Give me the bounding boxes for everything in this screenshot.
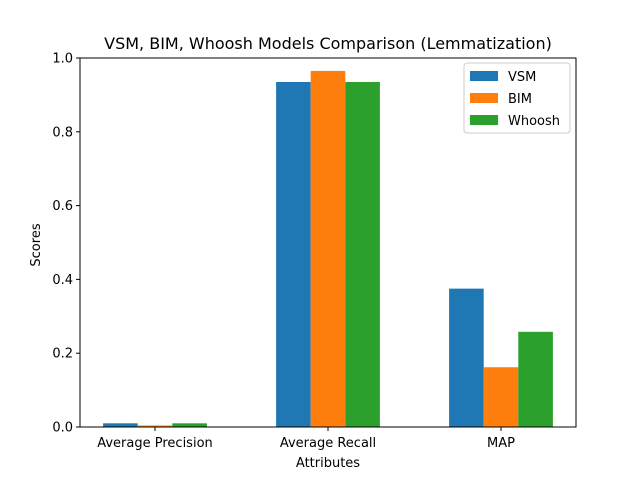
x-tick-label: Average Precision <box>97 436 213 451</box>
y-tick-label: 0.6 <box>52 199 73 214</box>
y-tick-label: 0.2 <box>52 347 73 362</box>
y-axis-label: Scores <box>29 223 44 266</box>
chart-title: VSM, BIM, Whoosh Models Comparison (Lemm… <box>104 34 552 53</box>
y-tick-label: 0.4 <box>52 273 73 288</box>
bar-bim-0 <box>137 425 173 427</box>
bar-bim-2 <box>483 367 519 427</box>
y-tick-label: 0.8 <box>52 125 73 140</box>
bar-vsm-2 <box>449 288 484 428</box>
y-tick-label: 1.0 <box>52 52 73 67</box>
legend-label-whoosh: Whoosh <box>508 114 560 129</box>
x-tick-label: Average Recall <box>280 436 376 451</box>
legend-label-vsm: VSM <box>508 70 536 85</box>
bar-whoosh-1 <box>345 81 380 427</box>
legend-swatch-bim <box>470 93 498 103</box>
bar-whoosh-2 <box>518 331 553 427</box>
bar-whoosh-0 <box>172 423 207 427</box>
bars-group <box>103 70 553 428</box>
legend-label-bim: BIM <box>508 92 532 107</box>
x-axis-label: Attributes <box>296 456 360 471</box>
bar-vsm-1 <box>276 81 311 427</box>
y-tick-label: 0.0 <box>52 421 73 436</box>
legend: VSM BIM Whoosh <box>463 62 571 134</box>
bar-vsm-0 <box>103 423 138 427</box>
x-tick-label: MAP <box>487 436 515 451</box>
legend-swatch-vsm <box>470 71 498 81</box>
axes-group: 0.0 0.2 0.4 0.6 0.8 1.0 Average Precision Avera… <box>52 52 577 451</box>
legend-swatch-whoosh <box>470 115 498 125</box>
bar-bim-1 <box>310 70 346 428</box>
